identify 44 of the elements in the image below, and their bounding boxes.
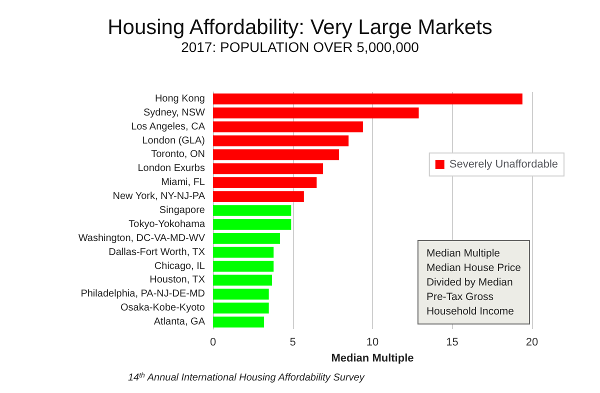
y-tick-label: Osaka-Kobe-Kyoto xyxy=(120,302,206,314)
bar xyxy=(213,316,264,328)
chart-subtitle: 2017: POPULATION OVER 5,000,000 xyxy=(181,39,420,55)
bar xyxy=(213,135,349,146)
y-tick-label: Miami, FL xyxy=(161,177,206,188)
bar xyxy=(213,163,324,174)
bar xyxy=(213,260,274,272)
y-tick-label: Singapore xyxy=(159,205,206,216)
y-tick-label: London Exurbs xyxy=(138,163,205,174)
annotation: Median Multiple Median House Price Divided by Median Pre-Tax Gross Household Income xyxy=(426,247,522,318)
y-tick-label: London (GLA) xyxy=(142,135,205,146)
y-tick-label: Los Angeles, CA xyxy=(131,121,206,132)
bar xyxy=(213,107,419,118)
y-tick-label: Tokyo-Yokohama xyxy=(128,218,206,230)
x-tick-label: 20 xyxy=(526,336,538,348)
bar xyxy=(213,121,363,132)
y-tick-label: Toronto, ON xyxy=(151,149,205,160)
bar xyxy=(213,246,274,258)
y-tick-label: Dallas-Fort Worth, TX xyxy=(108,246,206,258)
y-tick-label: Hong Kong xyxy=(154,93,205,104)
y-tick-label: New York, NY-NJ-PA xyxy=(112,191,206,202)
bar xyxy=(213,288,269,300)
x-tick-label: 10 xyxy=(366,336,379,348)
y-tick-label: Philadelphia, PA-NJ-DE-MD xyxy=(80,288,205,300)
y-tick-label: Chicago, IL xyxy=(154,260,206,272)
x-tick-label: 15 xyxy=(446,336,458,348)
legend-label: Severely Unaffordable xyxy=(449,158,558,170)
bar xyxy=(213,219,292,230)
bar xyxy=(213,274,272,286)
chart-title: Housing Affordability: Very Large Markets xyxy=(108,16,492,39)
x-tick-label: 5 xyxy=(290,336,296,348)
bar xyxy=(213,191,304,202)
bar xyxy=(213,177,317,188)
bar xyxy=(213,302,269,314)
y-tick-label: Washington, DC-VA-MD-WV xyxy=(78,232,206,244)
bar xyxy=(213,232,280,244)
y-tick-label: Sydney, NSW xyxy=(144,107,206,118)
y-tick-label: Houston, TX xyxy=(150,274,206,286)
bar xyxy=(213,94,522,104)
bar xyxy=(213,205,292,216)
bar xyxy=(213,149,340,160)
x-tick-label: 0 xyxy=(210,336,216,348)
x-axis-title: Median Multiple xyxy=(331,352,414,364)
y-tick-label: Atlanta, GA xyxy=(154,316,206,328)
